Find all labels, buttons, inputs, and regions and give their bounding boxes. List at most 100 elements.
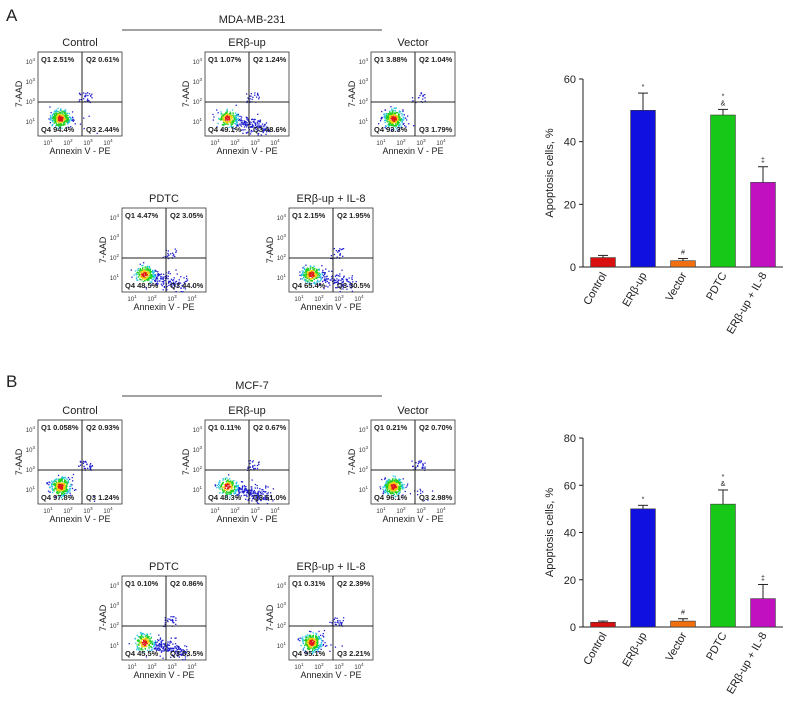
y-tick-label: 101 (193, 485, 203, 494)
x-tick-label: 104 (187, 662, 197, 671)
bar-chart-1: 0 20 40 60 80 Apoptosis cells, % Control * ERβ-u… (544, 433, 783, 696)
y-tick-label: 20 (564, 575, 576, 587)
y-tick-label: 102 (193, 97, 203, 106)
group-title-a: MDA-MB-231 (218, 14, 286, 26)
bar (630, 110, 656, 268)
quadrant-label-q1: Q1 0.21% (374, 423, 408, 432)
flow-x-axis-label: Annexin V - PE (300, 302, 361, 312)
x-tick-label: 103 (334, 662, 344, 671)
significance-mark: * (642, 84, 645, 91)
quadrant-label-q2: Q2 0.61% (86, 55, 120, 64)
bar (590, 621, 616, 628)
flow-y-axis-label: 7-AAD (181, 448, 191, 475)
y-tick-label: 102 (359, 97, 369, 106)
significance-mark: ‡ (761, 158, 765, 165)
x-tick-label: 104 (270, 138, 280, 147)
flow-plot-title: ERβ-up + IL-8 (297, 561, 366, 573)
quadrant-label-q3: Q3 44.0% (170, 281, 204, 290)
bar-y-axis-label: Apoptosis cells, % (544, 488, 556, 577)
y-tick-label: 101 (26, 485, 36, 494)
y-tick-label: 104 (110, 213, 120, 222)
quadrant-label-q2: Q2 0.67% (253, 423, 287, 432)
bar (750, 182, 776, 268)
flow-plot-frame (204, 51, 290, 137)
quadrant-label-q2: Q2 1.24% (253, 55, 287, 64)
quadrant-label-q1: Q1 2.15% (292, 211, 326, 220)
flow-plot-title: PDTC (149, 561, 179, 573)
y-tick-label: 102 (277, 621, 287, 630)
quadrant-label-q2: Q2 0.86% (170, 579, 204, 588)
quadrant-label-q4: Q4 96.1% (374, 493, 408, 502)
bar (670, 260, 696, 268)
y-tick-label: 103 (277, 601, 287, 610)
y-tick-label: 101 (277, 273, 287, 282)
y-tick-label: 102 (26, 465, 36, 474)
y-tick-label: 104 (193, 57, 203, 66)
category-label: ERβ-up (620, 631, 649, 669)
quadrant-label-q4: Q4 48.3% (208, 493, 242, 502)
significance-mark: * (642, 496, 645, 503)
x-tick-label: 102 (147, 294, 157, 303)
x-tick-label: 101 (127, 662, 137, 671)
flow-x-axis-label: Annexin V - PE (49, 514, 110, 524)
x-tick-label: 101 (376, 506, 386, 515)
y-tick-label: 103 (110, 601, 120, 610)
x-tick-label: 104 (354, 662, 364, 671)
x-tick-label: 102 (230, 138, 240, 147)
y-tick-label: 101 (359, 117, 369, 126)
category-label: ERβ-up + IL-8 (725, 631, 770, 697)
x-tick-label: 102 (314, 662, 324, 671)
quadrant-label-q2: Q2 1.04% (419, 55, 453, 64)
flow-y-axis-label: 7-AAD (14, 448, 24, 475)
y-tick-label: 60 (564, 480, 576, 492)
x-tick-label: 104 (270, 506, 280, 515)
x-tick-label: 101 (294, 294, 304, 303)
flow-plot-title: Control (62, 405, 97, 417)
quadrant-label-q3: Q3 53.5% (170, 649, 204, 658)
flow-plot-frame (204, 419, 290, 505)
y-tick-label: 102 (359, 465, 369, 474)
group-title-b: MCF-7 (235, 380, 269, 392)
flow-plot-1-1: ERβ-up Q1 0.11% Q2 0.67% Q4 48.3% Q3 51.0% 10… (181, 405, 290, 524)
x-tick-label: 102 (147, 662, 157, 671)
quadrant-label-q3: Q3 2.21% (337, 649, 371, 658)
flow-plot-frame (370, 419, 456, 505)
flow-y-axis-label: 7-AAD (265, 604, 275, 631)
y-tick-label: 101 (193, 117, 203, 126)
flow-x-axis-label: Annexin V - PE (300, 670, 361, 680)
flow-plot-1-2: Vector Q1 0.21% Q2 0.70% Q4 96.1% Q3 2.98% 10… (347, 405, 456, 524)
quadrant-label-q3: Q3 2.44% (86, 125, 120, 134)
significance-mark: * (722, 474, 725, 481)
significance-mark: & (721, 100, 726, 107)
flow-plot-frame (37, 419, 123, 505)
quadrant-label-q1: Q1 0.11% (208, 423, 241, 432)
flow-plot-title: PDTC (149, 193, 179, 205)
quadrant-label-q1: Q1 1.07% (208, 55, 242, 64)
x-tick-label: 104 (187, 294, 197, 303)
y-tick-label: 102 (110, 253, 120, 262)
flow-x-axis-label: Annexin V - PE (49, 146, 110, 156)
bar (710, 114, 736, 268)
x-tick-label: 101 (210, 506, 220, 515)
y-tick-label: 103 (359, 445, 369, 454)
bar (710, 503, 736, 628)
quadrant-label-q3: Q3 48.6% (253, 125, 287, 134)
panel-letter-a: A (6, 6, 18, 25)
y-tick-label: 104 (110, 581, 120, 590)
significance-mark: # (681, 250, 685, 257)
quadrant-label-q2: Q2 0.93% (86, 423, 120, 432)
quadrant-label-q4: Q4 45.5% (125, 649, 159, 658)
y-tick-label: 102 (26, 97, 36, 106)
quadrant-label-q1: Q1 0.058% (41, 423, 79, 432)
x-tick-label: 104 (103, 506, 113, 515)
flow-plot-title: Control (62, 37, 97, 49)
significance-mark: * (722, 93, 725, 100)
significance-mark: ‡ (761, 575, 765, 582)
y-tick-label: 0 (570, 622, 576, 634)
quadrant-label-q4: Q4 95.1% (292, 649, 326, 658)
y-tick-label: 104 (359, 425, 369, 434)
quadrant-label-q2: Q2 2.39% (337, 579, 371, 588)
x-tick-label: 104 (354, 294, 364, 303)
y-tick-label: 103 (193, 77, 203, 86)
quadrant-label-q4: Q4 48.5% (125, 281, 159, 290)
